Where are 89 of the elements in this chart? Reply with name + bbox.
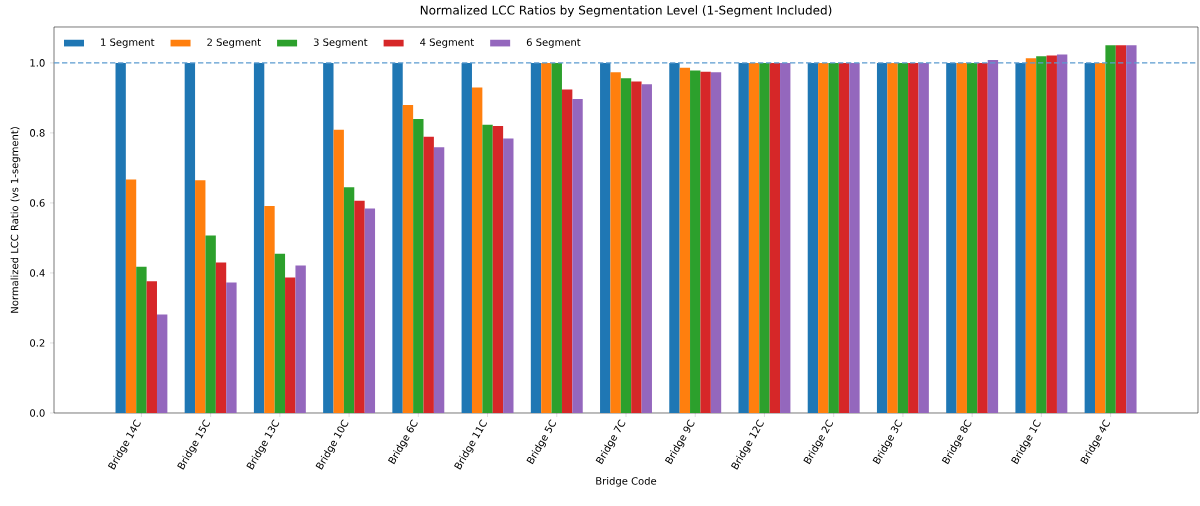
bar [354,200,365,413]
bar [274,253,286,413]
bar [977,62,988,413]
bar [1056,54,1068,413]
bar [600,62,611,413]
bar [828,62,839,413]
bar [205,235,216,413]
bar [1046,55,1057,413]
bar [1084,62,1096,413]
bar [503,138,514,413]
legend-label: 1 Segment [101,38,155,48]
bar [807,62,819,413]
bar [1025,58,1037,413]
bar [1126,45,1137,413]
bar [253,62,265,413]
bar [226,282,237,413]
bar [710,72,722,413]
bar [264,206,275,413]
bar [849,62,860,413]
bar [482,124,493,413]
bar [669,62,680,413]
bar [492,125,504,413]
bar [471,87,483,413]
bar [323,62,334,413]
bar [966,62,978,413]
bar [818,62,829,413]
y-tick-label: 1.0 [30,59,45,67]
bar [897,62,909,413]
y-tick-label: 0.6 [30,199,45,207]
bar [876,62,888,413]
bar [146,281,157,413]
bar [759,62,770,413]
bar [364,208,376,413]
bar [769,62,781,413]
bar [433,147,445,413]
chart-title: Normalized LCC Ratios by Segmentation Level (1-Segment Included) [420,5,832,17]
bar [423,136,434,413]
bar [195,180,206,413]
bar [738,62,749,413]
bar [1015,62,1026,413]
y-tick-label: 0.0 [30,409,45,417]
bar [295,265,306,413]
y-tick-label: 0.4 [30,269,45,277]
bar [700,71,711,413]
y-tick-label: 0.2 [30,339,45,347]
bar [541,62,552,413]
y-axis-title: Normalized LCC Ratio (vs 1-segment) [10,127,21,313]
legend-label: 6 Segment [526,38,581,48]
y-tick-label: 0.8 [30,129,45,137]
bar [620,78,632,413]
bar [679,67,691,413]
bar [215,262,227,413]
bar [413,118,424,413]
bar [461,62,472,413]
bar [115,62,126,413]
bar [610,72,621,413]
bar [551,62,562,413]
bar [1095,62,1106,413]
bar [690,70,701,413]
bar [956,62,967,413]
bar [780,62,791,413]
bar [631,81,642,413]
legend-label: 4 Segment [420,38,474,48]
bar [184,62,196,413]
bar [333,129,344,413]
legend-label: 3 Segment [313,38,368,48]
bar [156,314,168,413]
bar [887,62,898,413]
bar [908,62,919,413]
bar [987,60,999,413]
bar [748,62,760,413]
bar [136,266,147,413]
bar [343,187,355,413]
x-axis-title: Bridge Code [596,476,657,487]
bar [561,89,573,413]
bar [946,62,957,413]
bar [392,62,403,413]
bar [572,98,583,413]
bar [402,104,414,413]
bar [1105,45,1116,413]
bar [1036,56,1047,413]
bar [838,62,850,413]
bar [641,84,652,413]
bar [530,62,542,413]
bar [1115,45,1127,413]
bar [125,179,137,413]
bar [285,277,296,413]
legend-label: 2 Segment [207,38,261,48]
bar [918,62,929,413]
